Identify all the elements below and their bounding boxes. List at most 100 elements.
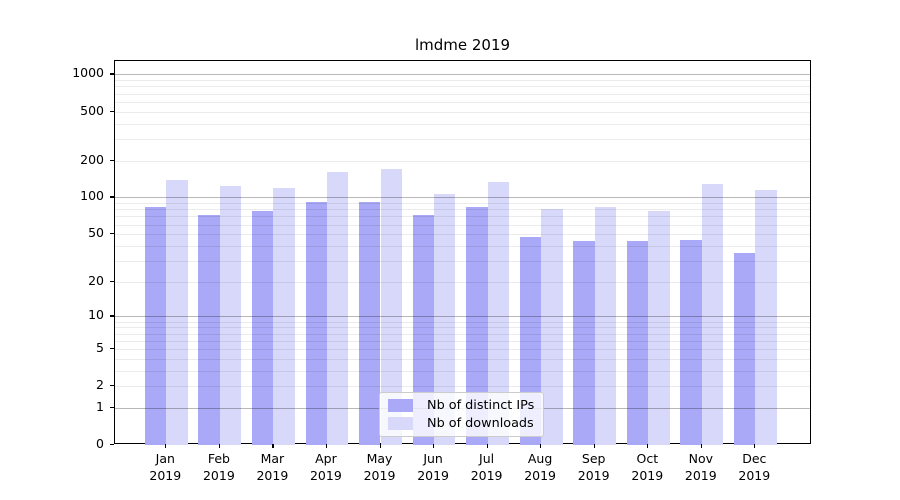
y-tick-label-2: 2 xyxy=(96,377,104,393)
gridline-y-900 xyxy=(115,80,810,81)
y-tick-10 xyxy=(110,315,114,317)
x-tick-month: Jan xyxy=(155,451,175,466)
x-tick-month: Jun xyxy=(423,451,443,466)
x-tick-label-dec: Dec 2019 xyxy=(727,451,781,484)
gridline-y-6 xyxy=(115,340,810,342)
bar-distinct-ips-oct xyxy=(626,240,649,445)
gridline-y-600 xyxy=(115,101,810,103)
x-tick-nov xyxy=(700,444,702,448)
x-tick-sep xyxy=(593,444,595,448)
legend-item-downloads: Nb of downloads xyxy=(388,416,535,431)
x-tick-year: 2019 xyxy=(631,467,664,483)
bar-distinct-ips-apr xyxy=(305,202,327,445)
gridline-y-4 xyxy=(115,358,810,360)
y-tick-label-1: 1 xyxy=(96,398,104,414)
y-tick-200 xyxy=(110,159,114,161)
x-tick-apr xyxy=(325,444,328,448)
bar-distinct-ips-jun xyxy=(412,214,435,445)
gridline-y-300 xyxy=(115,138,810,140)
y-tick-label-20: 20 xyxy=(88,272,104,288)
legend-item-distinct-ips: Nb of distinct IPs xyxy=(388,398,535,413)
x-tick-may xyxy=(379,444,381,448)
x-tick-month: Jul xyxy=(479,451,495,466)
x-tick-mar xyxy=(272,444,274,448)
y-tick-100 xyxy=(110,196,114,198)
gridline-y-20 xyxy=(115,281,810,283)
gridline-y-70 xyxy=(115,216,810,218)
x-tick-year: 2019 xyxy=(577,467,610,483)
bar-downloads-feb xyxy=(219,185,242,445)
gridline-y-3 xyxy=(115,370,810,372)
bar-distinct-ips-nov xyxy=(680,239,702,445)
y-tick-5 xyxy=(110,347,114,350)
gridline-y-9 xyxy=(115,321,810,323)
x-tick-year: 2019 xyxy=(202,467,235,483)
gridline-y-60 xyxy=(115,224,810,226)
bar-downloads-nov xyxy=(701,184,724,445)
x-tick-label-apr: Apr 2019 xyxy=(299,451,353,484)
x-tick-jun xyxy=(433,444,435,448)
legend: Nb of distinct IPs Nb of downloads xyxy=(379,392,544,437)
bar-distinct-ips-mar xyxy=(252,211,274,445)
y-tick-2 xyxy=(110,385,114,387)
gridline-y-5 xyxy=(115,348,810,350)
y-tick-label-50: 50 xyxy=(88,225,104,241)
x-tick-year: 2019 xyxy=(524,467,556,483)
bar-distinct-ips-jul xyxy=(466,207,488,445)
y-tick-0 xyxy=(110,444,114,446)
bar-downloads-may xyxy=(380,168,402,445)
y-tick-label-200: 200 xyxy=(80,151,104,167)
y-tick-label-100: 100 xyxy=(80,188,104,204)
x-tick-label-aug: Aug 2019 xyxy=(513,451,567,484)
chart-title: lmdme 2019 xyxy=(414,36,511,54)
bar-distinct-ips-dec xyxy=(733,252,756,445)
x-tick-dec xyxy=(754,444,756,448)
y-tick-label-0: 0 xyxy=(96,436,104,451)
gridline-y-7 xyxy=(115,333,810,335)
gridline-y-50 xyxy=(115,234,810,236)
gridline-y-100 xyxy=(115,197,810,199)
bar-downloads-mar xyxy=(273,187,295,445)
x-tick-month: Sep xyxy=(581,451,606,466)
x-tick-jul xyxy=(486,444,488,448)
bar-distinct-ips-may xyxy=(359,201,381,445)
y-tick-label-10: 10 xyxy=(88,307,104,323)
y-tick-label-1000: 1000 xyxy=(72,65,104,81)
x-tick-month: Nov xyxy=(688,451,713,466)
x-tick-feb xyxy=(218,444,221,448)
y-tick-label-500: 500 xyxy=(80,102,104,118)
gridline-y-800 xyxy=(115,86,810,88)
x-tick-label-sep: Sep 2019 xyxy=(567,451,621,484)
legend-swatch-distinct-ips-icon xyxy=(388,399,413,413)
x-tick-label-jun: Jun 2019 xyxy=(406,451,460,484)
bar-downloads-aug xyxy=(541,209,563,445)
bar-distinct-ips-feb xyxy=(198,214,220,445)
gridline-y-80 xyxy=(115,209,810,211)
y-tick-1 xyxy=(110,406,114,408)
gridline-y-400 xyxy=(115,123,810,125)
bar-distinct-ips-jan xyxy=(144,207,167,445)
x-tick-year: 2019 xyxy=(738,467,771,483)
x-tick-aug xyxy=(540,444,542,448)
x-tick-jan xyxy=(165,444,167,448)
y-tick-label-5: 5 xyxy=(96,339,104,355)
legend-label-downloads: Nb of downloads xyxy=(427,415,534,431)
bar-downloads-jul xyxy=(487,181,509,445)
x-tick-month: Aug xyxy=(527,451,553,466)
x-tick-month: Apr xyxy=(315,451,337,466)
bar-downloads-dec xyxy=(755,190,777,445)
x-tick-month: Mar xyxy=(260,451,285,466)
x-tick-year: 2019 xyxy=(149,467,182,483)
x-tick-label-mar: Mar 2019 xyxy=(245,451,299,484)
gridline-y-40 xyxy=(115,245,810,247)
x-tick-label-nov: Nov 2019 xyxy=(674,451,728,484)
gridline-y-2 xyxy=(115,386,810,388)
gridline-y-10 xyxy=(115,316,810,318)
y-tick-20 xyxy=(110,280,114,282)
legend-swatch-downloads-icon xyxy=(388,416,413,430)
y-tick-50 xyxy=(110,233,114,235)
gridline-y-700 xyxy=(115,93,810,95)
x-tick-label-jul: Jul 2019 xyxy=(460,451,514,484)
gridline-y-1000 xyxy=(115,74,810,76)
